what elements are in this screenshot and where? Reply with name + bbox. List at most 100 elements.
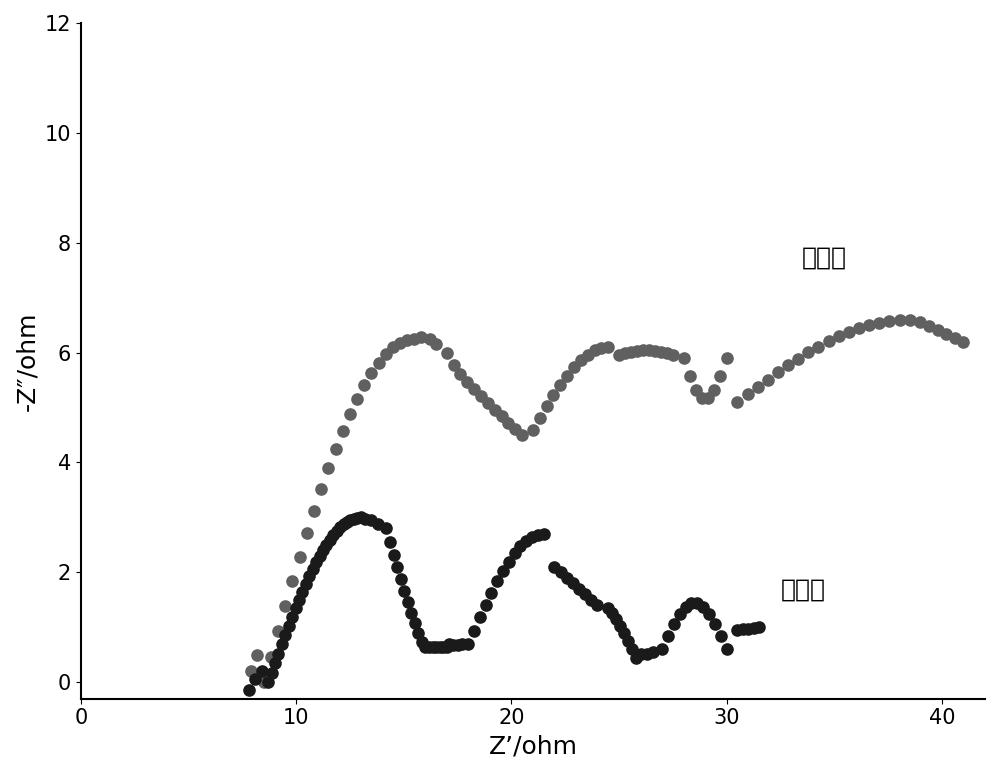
- Point: [489, 575, 505, 587]
- Point: [620, 635, 636, 647]
- Point: [342, 407, 358, 420]
- Point: [483, 587, 499, 599]
- Point: [336, 518, 352, 530]
- Point: [524, 531, 540, 543]
- Point: [353, 511, 369, 523]
- Point: [428, 640, 444, 652]
- Point: [241, 684, 257, 696]
- Point: [947, 332, 963, 344]
- Point: [712, 369, 728, 382]
- Point: [267, 657, 283, 669]
- Point: [604, 607, 620, 619]
- Point: [277, 600, 293, 612]
- Point: [414, 635, 430, 648]
- Point: [421, 640, 437, 652]
- Point: [507, 547, 523, 560]
- Point: [546, 560, 562, 573]
- Point: [633, 648, 649, 660]
- Point: [740, 622, 756, 635]
- Point: [270, 648, 286, 660]
- Point: [284, 575, 300, 587]
- Point: [539, 400, 555, 413]
- Point: [264, 666, 280, 679]
- Point: [518, 535, 534, 547]
- Point: [487, 404, 503, 416]
- Point: [666, 618, 682, 630]
- Point: [746, 621, 762, 634]
- Point: [532, 411, 548, 424]
- Point: [553, 566, 569, 578]
- Point: [841, 325, 857, 338]
- Point: [263, 650, 279, 662]
- Point: [647, 345, 663, 357]
- Point: [417, 640, 433, 652]
- Point: [403, 607, 419, 619]
- Point: [577, 588, 593, 601]
- Point: [363, 514, 379, 526]
- Point: [441, 638, 457, 650]
- Point: [892, 314, 908, 326]
- Point: [320, 462, 336, 475]
- Point: [393, 574, 409, 586]
- Point: [425, 640, 441, 652]
- Point: [507, 423, 523, 435]
- Point: [751, 621, 767, 634]
- Point: [672, 608, 688, 620]
- Point: [306, 504, 322, 516]
- Point: [363, 366, 379, 379]
- Point: [422, 332, 438, 345]
- Point: [495, 565, 511, 577]
- Point: [452, 367, 468, 380]
- Point: [281, 620, 297, 632]
- Point: [676, 352, 692, 364]
- Point: [639, 648, 655, 660]
- Text: 改性前: 改性前: [780, 578, 825, 602]
- Point: [270, 625, 286, 637]
- Point: [628, 652, 644, 664]
- Point: [370, 518, 386, 530]
- Point: [559, 369, 575, 382]
- Point: [315, 544, 331, 557]
- Point: [760, 373, 776, 386]
- Point: [284, 611, 300, 623]
- Point: [378, 348, 394, 360]
- Point: [660, 630, 676, 642]
- Point: [530, 529, 546, 541]
- Point: [460, 638, 476, 650]
- Y-axis label: -Z″/ohm: -Z″/ohm: [15, 311, 39, 410]
- Point: [288, 602, 304, 615]
- Point: [382, 536, 398, 548]
- Point: [695, 601, 711, 613]
- Point: [780, 359, 796, 372]
- Point: [608, 613, 624, 625]
- Point: [357, 512, 373, 525]
- Point: [654, 643, 670, 656]
- Point: [249, 649, 265, 661]
- Point: [740, 388, 756, 400]
- Point: [274, 638, 290, 650]
- Point: [322, 533, 338, 546]
- Point: [659, 347, 675, 359]
- Point: [682, 369, 698, 382]
- Point: [494, 410, 510, 423]
- Point: [729, 624, 745, 636]
- Point: [635, 344, 651, 356]
- Point: [930, 324, 946, 336]
- Point: [308, 557, 324, 569]
- Point: [432, 640, 448, 652]
- Point: [392, 336, 408, 349]
- Point: [536, 528, 552, 540]
- Point: [346, 512, 362, 525]
- Point: [871, 317, 887, 329]
- Point: [329, 525, 345, 537]
- Point: [790, 352, 806, 365]
- Point: [617, 347, 633, 359]
- Point: [713, 630, 729, 642]
- Point: [678, 601, 694, 613]
- Point: [450, 638, 466, 651]
- Point: [600, 341, 616, 353]
- Point: [616, 627, 632, 639]
- Point: [428, 339, 444, 351]
- Point: [439, 346, 455, 359]
- Point: [305, 563, 321, 575]
